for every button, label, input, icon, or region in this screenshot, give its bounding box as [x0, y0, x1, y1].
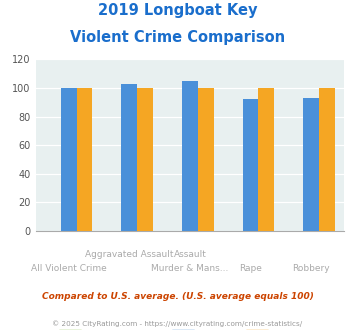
Bar: [61, 88, 77, 231]
Bar: [121, 84, 137, 231]
Text: 2019 Longboat Key: 2019 Longboat Key: [98, 3, 257, 18]
Text: Rape: Rape: [239, 264, 262, 273]
Bar: [303, 98, 319, 231]
Legend: Longboat Key, Florida, National: Longboat Key, Florida, National: [55, 326, 325, 330]
Bar: [77, 88, 92, 231]
Bar: [258, 88, 274, 231]
Text: Robbery: Robbery: [292, 264, 330, 273]
Bar: [242, 99, 258, 231]
Bar: [319, 88, 335, 231]
Bar: [182, 81, 198, 231]
Text: Murder & Mans...: Murder & Mans...: [151, 264, 229, 273]
Text: Compared to U.S. average. (U.S. average equals 100): Compared to U.S. average. (U.S. average …: [42, 292, 313, 301]
Text: Assault: Assault: [174, 250, 206, 259]
Bar: [198, 88, 214, 231]
Text: Violent Crime Comparison: Violent Crime Comparison: [70, 30, 285, 45]
Text: Aggravated Assault: Aggravated Assault: [85, 250, 174, 259]
Text: All Violent Crime: All Violent Crime: [31, 264, 107, 273]
Text: © 2025 CityRating.com - https://www.cityrating.com/crime-statistics/: © 2025 CityRating.com - https://www.city…: [53, 320, 302, 327]
Bar: [137, 88, 153, 231]
